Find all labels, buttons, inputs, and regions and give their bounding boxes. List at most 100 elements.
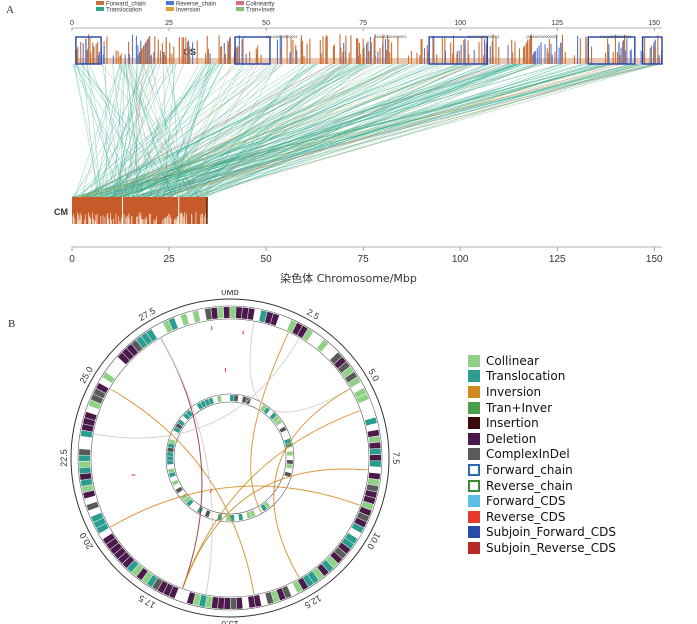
os-chain-bar [512,52,514,64]
cm-chain-bar [180,212,182,224]
os-chain-bar [391,42,393,64]
os-chain-bar [427,51,429,64]
legend-label: Deletion [486,431,537,446]
outer-segment [321,560,334,572]
os-contig-label: JAAAAD000000001 [374,35,406,39]
connection-arc [160,338,203,588]
outer-segment [253,309,261,321]
os-chain-bar [547,53,549,64]
inner-segment [204,510,211,518]
outer-segment [265,592,274,605]
os-chain-bar [181,54,183,64]
os-chain-bar [295,50,297,64]
legend-swatch [236,1,244,5]
synteny-link [94,63,216,198]
cm-chain-bar [205,213,207,224]
os-chain-bar [579,38,581,64]
legend-label: Forward_chain [486,462,573,477]
synteny-link [144,63,351,198]
bottom-tick-label: 150 [646,254,663,265]
os-chain-bar [458,50,460,64]
cm-chain-bar [139,215,141,224]
bottom-tick-label: 100 [452,254,469,265]
os-chain-bar [421,39,423,64]
os-chain-bar [229,36,231,64]
legend-item: Collinear [468,353,616,369]
os-chain-bar [150,55,152,64]
cm-chain-bar [115,213,117,224]
os-chain-bar [296,50,298,64]
outer-segment [270,590,280,603]
cm-chain-bar [92,218,94,224]
cm-chain-bar [119,220,121,224]
os-chain-bar [112,55,114,64]
cm-chain-bar [127,217,129,224]
synteny-link [155,63,244,198]
os-chain-bar [281,36,283,64]
outer-segment [79,436,92,444]
outer-segment [316,339,329,352]
legend-label: Forward_CDS [486,494,566,509]
cm-chain-bar [167,213,169,224]
os-chain-bar [128,41,130,64]
panel-a-letter: A [6,4,14,16]
inner-segment [189,501,197,509]
synteny-link [170,63,353,198]
legend-label: Tran+Inver [486,400,553,415]
os-chain-bar [233,55,235,64]
outer-segment [78,455,91,462]
synteny-links [71,63,662,198]
synteny-link [87,63,146,198]
synteny-link [107,63,653,198]
x-axis-title: 染色体 Chromosome/Mbp [280,272,417,285]
cm-chain-bar [137,216,138,224]
cm-chain-bar [149,214,151,224]
outer-segment [141,571,153,584]
cm-chain-bar [141,219,143,224]
os-chain-bar [223,42,225,64]
cm-chain-bar [181,220,182,224]
top-tick-label: 150 [648,20,660,27]
circos-legend: Collinear Translocation Inversion Tran+Inve… [468,353,616,556]
os-chain-bar [498,46,500,64]
os-chain-bar [77,46,79,64]
synteny-link [180,63,642,198]
inner-segment [208,511,215,519]
synteny-link [170,63,474,198]
os-chain-bar [164,55,166,64]
cm-chain-bar [148,213,150,224]
inner-segment [242,512,248,520]
os-chain-bar [178,36,180,64]
outer-segment [180,590,190,603]
os-chain-bar [119,55,121,64]
outer-segment [241,307,249,320]
os-chain-bar [525,42,527,64]
inner-segment [269,412,277,420]
cds-mark [209,488,213,493]
cm-chain-bar [162,219,164,224]
cm-chain-bar [173,219,175,224]
synteny-link [74,63,121,198]
cm-chain-bar [144,217,146,224]
inner-segment [212,396,218,404]
os-chain-bar [184,54,186,64]
legend-swatch [468,448,480,461]
cm-chain-bar [183,216,185,224]
os-chain-bar [350,35,352,64]
os-chain-bar [540,42,542,64]
synteny-link [155,63,224,198]
os-chain-bar [484,38,486,64]
inner-segment [167,464,174,469]
legend-item: Translocation [468,369,616,385]
os-chain-bar [377,51,379,64]
outer-segment [351,522,364,534]
outer-segment [79,467,91,474]
synteny-link [111,63,409,198]
os-chain-bar [157,39,159,64]
outer-segment [99,528,112,539]
os-chain-bar [260,54,262,64]
outer-segment [307,571,319,584]
legend-swatch [96,7,104,11]
outer-segment [146,574,158,588]
os-chain-bar [192,42,194,64]
